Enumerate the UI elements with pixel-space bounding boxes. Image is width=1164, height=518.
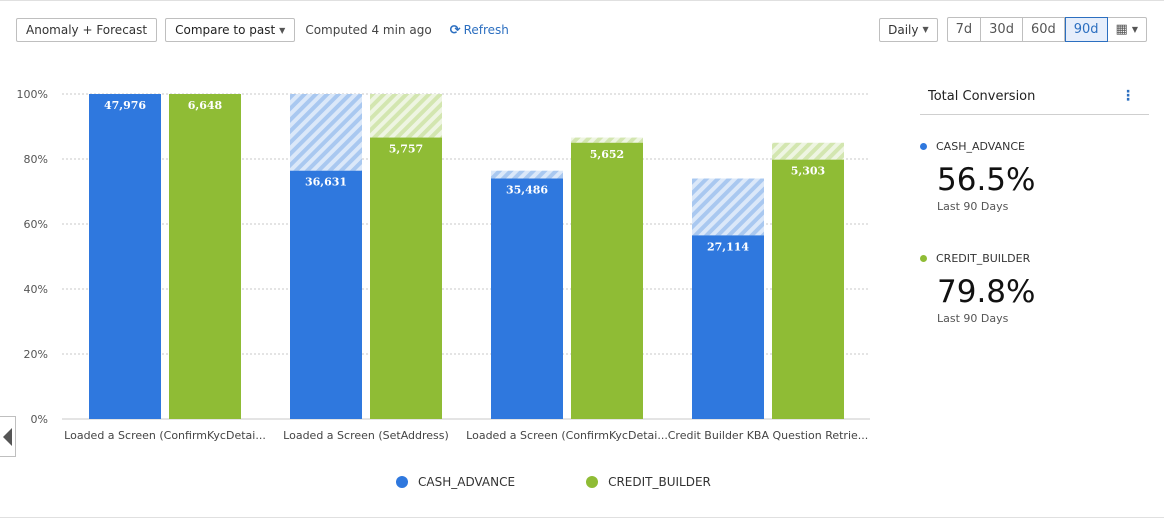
metric-name-label: CREDIT_BUILDER [936, 252, 1031, 265]
refresh-button[interactable]: ⟳ Refresh [450, 23, 509, 38]
dropoff-bar[interactable] [370, 94, 442, 138]
metric-credit-builder: CREDIT_BUILDER 79.8% Last 90 Days [920, 252, 1149, 325]
anomaly-forecast-button[interactable]: Anomaly + Forecast [16, 18, 158, 42]
legend-label: CASH_ADVANCE [418, 475, 516, 489]
range-segmented-control: 7d 30d 60d 90d ▦ ▼ [946, 17, 1147, 42]
conversion-bar[interactable] [370, 137, 442, 420]
chevron-left-icon [3, 427, 12, 446]
y-tick-label: 100% [17, 88, 48, 101]
metric-name: CREDIT_BUILDER [920, 252, 1149, 265]
range-7d-button[interactable]: 7d [948, 18, 982, 41]
collapse-panel-button[interactable] [0, 416, 16, 457]
metric-period: Last 90 Days [937, 200, 1009, 213]
conversion-bar[interactable] [169, 94, 241, 419]
legend-dot-icon [586, 476, 599, 488]
dropoff-bar[interactable] [772, 142, 844, 160]
dropoff-bar[interactable] [692, 178, 764, 236]
bar-value-label: 35,486 [506, 184, 548, 197]
panel-header: Total Conversion ⋮ [920, 78, 1149, 115]
y-tick-label: 40% [24, 283, 48, 296]
dropoff-bar[interactable] [290, 94, 362, 171]
legend-label: CREDIT_BUILDER [608, 475, 711, 489]
metric-value: 56.5% [937, 162, 1036, 198]
conversion-bar[interactable] [692, 235, 764, 419]
metric-name: CASH_ADVANCE [920, 140, 1149, 153]
refresh-label: Refresh [463, 23, 509, 37]
y-tick-label: 0% [31, 413, 48, 426]
metric-value: 79.8% [937, 274, 1036, 310]
y-tick-label: 80% [24, 153, 48, 166]
range-90d-button[interactable]: 90d [1064, 17, 1108, 42]
bar-value-label: 5,757 [389, 143, 423, 156]
total-conversion-panel: Total Conversion ⋮ CASH_ADVANCE 56.5% La… [920, 78, 1149, 325]
interval-label: Daily [888, 22, 919, 37]
metric-cash-advance: CASH_ADVANCE 56.5% Last 90 Days [920, 140, 1149, 213]
series-dot-icon [920, 143, 927, 150]
conversion-bar[interactable] [89, 94, 161, 419]
chevron-down-icon: ▼ [1131, 25, 1138, 34]
date-range-controls: Daily ▼ 7d 30d 60d 90d ▦ ▼ [879, 17, 1147, 42]
funnel-bar-chart: 0% 20% 40% 60% 80% 100% 47,976 6,648 Loaded a Sc… [17, 88, 870, 442]
chart-legend: CASH_ADVANCE CREDIT_BUILDER [396, 475, 782, 489]
computed-status: Computed 4 min ago [305, 23, 432, 37]
chevron-down-icon: ▼ [279, 25, 286, 35]
y-tick-label: 20% [24, 348, 48, 361]
range-30d-button[interactable]: 30d [981, 18, 1023, 41]
calendar-icon: ▦ [1115, 22, 1128, 37]
legend-item-cash-advance[interactable]: CASH_ADVANCE [396, 475, 515, 489]
conversion-bar[interactable] [772, 159, 844, 419]
bar-value-label: 27,114 [707, 240, 749, 253]
bar-value-label: 47,976 [104, 99, 146, 112]
dropoff-bar[interactable] [491, 170, 563, 179]
series-dot-icon [920, 255, 927, 262]
dropoff-bar[interactable] [571, 137, 643, 143]
chevron-down-icon: ▼ [922, 25, 929, 34]
range-60d-button[interactable]: 60d [1023, 18, 1065, 41]
calendar-picker-button[interactable]: ▦ ▼ [1108, 18, 1146, 41]
conversion-bar[interactable] [571, 142, 643, 419]
x-tick-label: Credit Builder KBA Question Retrie... [668, 429, 869, 442]
compare-to-past-dropdown[interactable]: Compare to past ▼ [165, 18, 296, 42]
panel-title: Total Conversion [928, 88, 1036, 104]
conversion-bar[interactable] [290, 170, 362, 419]
interval-dropdown[interactable]: Daily ▼ [879, 17, 938, 42]
y-tick-label: 60% [24, 218, 48, 231]
refresh-icon: ⟳ [449, 22, 461, 38]
kebab-icon[interactable]: ⋮ [1121, 88, 1135, 104]
toolbar: Anomaly + Forecast Compare to past ▼ Com… [16, 18, 509, 42]
bar-value-label: 5,652 [590, 148, 624, 161]
compare-to-past-label: Compare to past [175, 23, 276, 37]
x-tick-label: Loaded a Screen (SetAddress) [283, 429, 449, 442]
bar-value-label: 6,648 [188, 99, 223, 112]
legend-item-credit-builder[interactable]: CREDIT_BUILDER [586, 475, 711, 489]
bar-value-label: 36,631 [305, 176, 347, 189]
metric-period: Last 90 Days [937, 312, 1009, 325]
legend-dot-icon [396, 476, 408, 488]
x-tick-label: Loaded a Screen (ConfirmKycDetai... [466, 429, 668, 442]
bar-value-label: 5,303 [791, 165, 825, 178]
metric-name-label: CASH_ADVANCE [936, 140, 1025, 153]
x-tick-label: Loaded a Screen (ConfirmKycDetai... [64, 429, 266, 442]
conversion-bar[interactable] [491, 178, 563, 420]
